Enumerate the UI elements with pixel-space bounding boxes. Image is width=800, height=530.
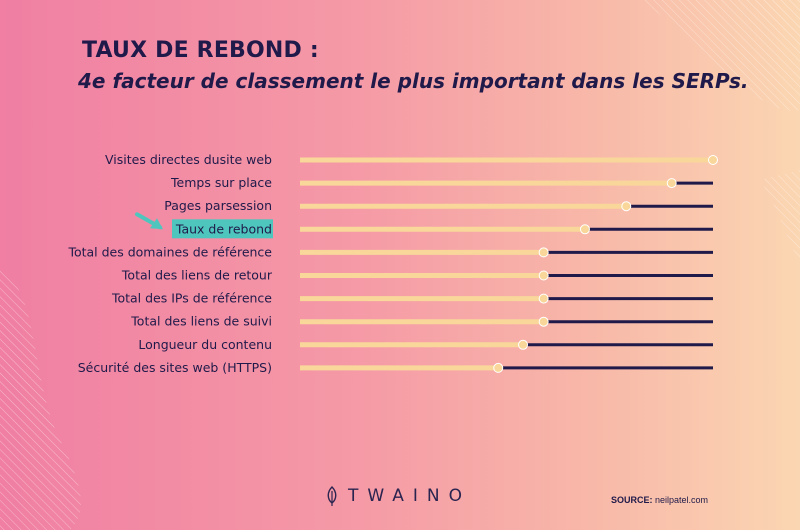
category-label: Total des liens de retour — [121, 268, 273, 283]
header: TAUX DE REBOND : 4e facteur de classemen… — [78, 38, 749, 93]
category-label: Total des liens de suivi — [130, 314, 272, 329]
bar-end-dot — [538, 247, 549, 258]
bar-end-dot — [538, 270, 549, 281]
bar-end-dot — [579, 224, 590, 235]
source-value: neilpatel.com — [652, 495, 709, 505]
category-label: Taux de rebond — [175, 221, 272, 236]
source-label: SOURCE: — [611, 495, 653, 505]
bar-end-dot — [621, 201, 632, 212]
category-label: Pages parsession — [164, 198, 272, 213]
bar-end-dot — [538, 316, 549, 327]
page-subtitle: 4e facteur de classement le plus importa… — [78, 69, 749, 93]
leaf-icon — [327, 486, 337, 506]
category-label: Total des domaines de référence — [67, 244, 272, 259]
page-title: TAUX DE REBOND : — [82, 38, 319, 63]
highlight-box — [172, 219, 273, 239]
bar-end-dot — [493, 362, 504, 373]
bar-end-dot — [518, 339, 529, 350]
category-label: Total des IPs de référence — [111, 291, 272, 306]
category-label: Longueur du contenu — [138, 337, 272, 352]
bar-end-dot — [708, 155, 718, 165]
bar-end-dot — [666, 178, 677, 189]
category-label: Sécurité des sites web (HTTPS) — [78, 360, 272, 375]
highlight-arrow-head-icon — [150, 218, 163, 230]
bar-end-dot — [538, 293, 549, 304]
source-credit: SOURCE: neilpatel.com — [611, 495, 708, 505]
category-label: Visites directes dusite web — [105, 152, 272, 167]
logo-text: TWAINO — [348, 486, 472, 506]
twaino-logo: TWAINO — [326, 486, 471, 506]
category-label: Temps sur place — [170, 175, 272, 190]
